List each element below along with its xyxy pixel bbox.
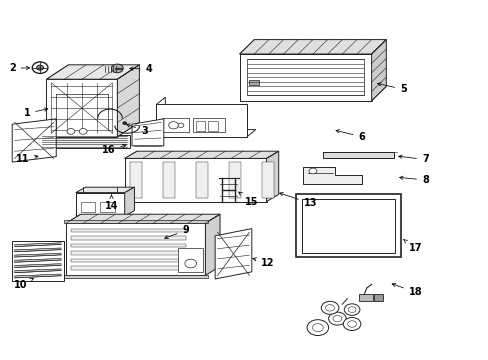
Text: 18: 18	[391, 283, 422, 297]
Circle shape	[321, 301, 338, 314]
Polygon shape	[239, 40, 386, 54]
Circle shape	[343, 318, 360, 330]
Text: 2: 2	[9, 63, 30, 73]
Circle shape	[325, 305, 334, 311]
Polygon shape	[303, 167, 361, 184]
Text: 1: 1	[23, 108, 48, 118]
Polygon shape	[124, 151, 278, 158]
Bar	[228, 162, 240, 198]
Text: 5: 5	[377, 83, 406, 94]
Circle shape	[178, 123, 183, 127]
Polygon shape	[63, 275, 207, 278]
Polygon shape	[205, 214, 220, 275]
Bar	[71, 244, 185, 247]
Circle shape	[328, 312, 346, 325]
Circle shape	[67, 129, 75, 134]
Circle shape	[344, 304, 359, 315]
Circle shape	[308, 168, 316, 174]
Bar	[359, 294, 372, 301]
Bar	[193, 118, 224, 132]
Bar	[81, 202, 95, 212]
Bar	[207, 121, 217, 131]
Text: 14: 14	[104, 195, 118, 211]
Bar	[129, 162, 142, 198]
Bar	[162, 118, 189, 132]
Polygon shape	[76, 187, 134, 193]
Polygon shape	[46, 65, 139, 79]
Circle shape	[332, 315, 341, 322]
Bar	[261, 162, 273, 198]
Polygon shape	[15, 253, 61, 257]
Polygon shape	[63, 220, 207, 223]
Text: 9: 9	[164, 225, 189, 239]
Polygon shape	[15, 243, 61, 247]
Polygon shape	[132, 119, 163, 146]
Text: 10: 10	[14, 278, 33, 290]
Circle shape	[168, 122, 178, 129]
Bar	[195, 162, 207, 198]
Bar	[156, 104, 246, 137]
Circle shape	[347, 307, 355, 312]
Circle shape	[312, 324, 323, 332]
Polygon shape	[76, 193, 124, 216]
Bar	[71, 266, 185, 270]
Bar	[246, 59, 364, 95]
Text: 17: 17	[403, 240, 422, 253]
Text: 12: 12	[252, 258, 274, 268]
Bar	[322, 152, 393, 158]
Text: 7: 7	[398, 154, 428, 165]
Text: 4: 4	[129, 64, 152, 74]
Text: 11: 11	[16, 154, 38, 164]
Bar	[71, 259, 185, 262]
Circle shape	[122, 122, 126, 125]
Polygon shape	[117, 65, 139, 137]
Text: 16: 16	[102, 144, 126, 155]
Polygon shape	[15, 258, 61, 262]
Polygon shape	[46, 79, 117, 137]
Circle shape	[37, 65, 43, 70]
Bar	[100, 202, 115, 212]
Polygon shape	[66, 223, 205, 275]
Polygon shape	[266, 151, 278, 202]
Text: 3: 3	[126, 124, 147, 136]
Bar	[12, 241, 63, 281]
Text: 13: 13	[279, 193, 317, 208]
Circle shape	[306, 320, 328, 336]
Text: 8: 8	[399, 175, 428, 185]
Polygon shape	[15, 274, 61, 278]
Polygon shape	[156, 97, 255, 137]
Bar	[71, 251, 185, 255]
Polygon shape	[12, 119, 56, 162]
Text: 15: 15	[238, 192, 258, 207]
Bar	[162, 162, 175, 198]
Polygon shape	[15, 248, 61, 252]
Circle shape	[184, 259, 196, 268]
Polygon shape	[39, 135, 129, 148]
Polygon shape	[124, 187, 134, 216]
Bar	[178, 248, 203, 272]
Polygon shape	[215, 229, 251, 279]
Bar	[195, 121, 205, 131]
Bar	[249, 80, 259, 85]
Circle shape	[347, 321, 356, 327]
Bar	[71, 229, 185, 232]
Bar	[301, 199, 394, 253]
Text: 6: 6	[335, 130, 365, 142]
Bar	[71, 236, 185, 240]
Polygon shape	[124, 158, 266, 202]
Circle shape	[79, 129, 87, 134]
Circle shape	[111, 64, 123, 73]
Bar	[295, 194, 400, 257]
Polygon shape	[15, 269, 61, 273]
Polygon shape	[15, 264, 61, 267]
Polygon shape	[66, 214, 220, 223]
Circle shape	[32, 62, 48, 73]
Polygon shape	[371, 40, 386, 101]
Bar	[373, 294, 382, 301]
Polygon shape	[239, 54, 371, 101]
